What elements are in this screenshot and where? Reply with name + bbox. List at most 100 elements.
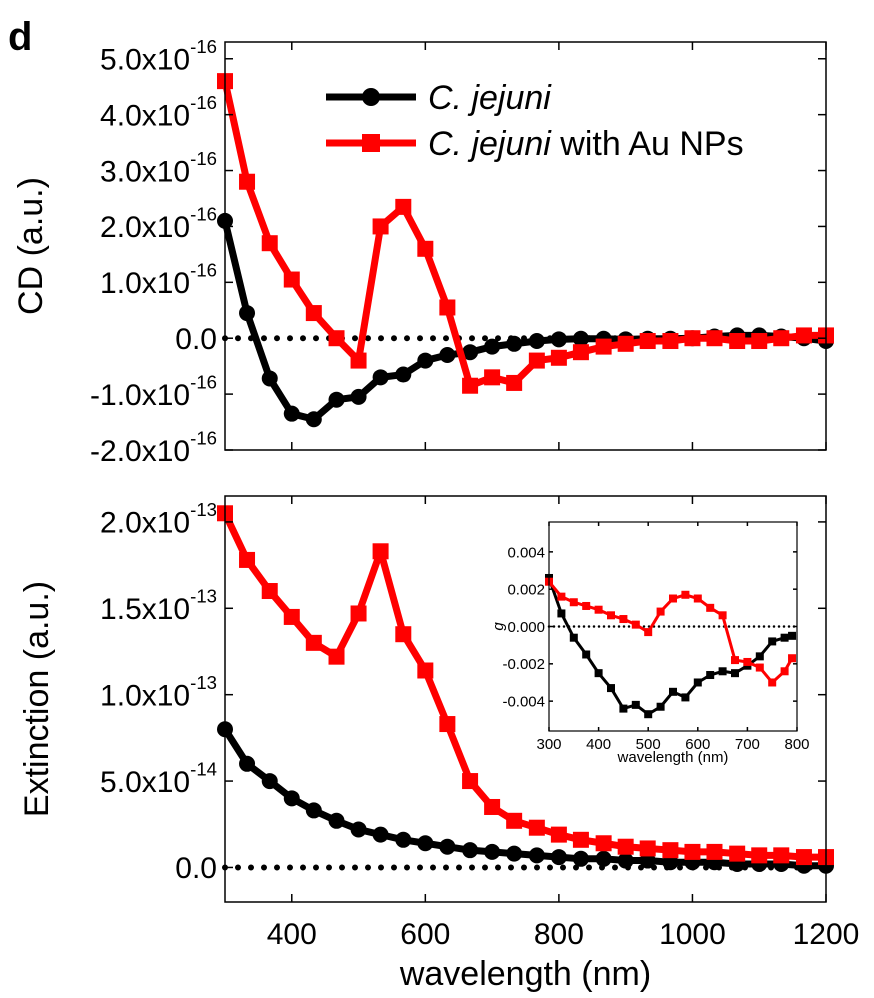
extinction-point: [395, 626, 412, 643]
extinction-point: [528, 819, 545, 836]
extinction-point: [261, 583, 278, 600]
g_inset-point: [755, 663, 764, 672]
extinction-point: [617, 852, 634, 869]
cd-point: [261, 235, 278, 252]
extinction-point: [706, 843, 723, 860]
extinction-point: [462, 842, 479, 859]
extinction-point: [239, 755, 256, 772]
g_inset-point: [607, 611, 615, 620]
cd-point: [528, 352, 545, 369]
cd-series-2-line: [221, 80, 826, 390]
g_inset-point: [582, 601, 591, 610]
extinction-point: [239, 551, 256, 568]
cd-y-axis-title: CD (a.u.): [12, 177, 50, 315]
cd-point: [417, 352, 434, 369]
cd-y-tick-label: 3.0x10-16: [100, 148, 217, 189]
legend-swatch-marker: [362, 134, 380, 152]
g-inset-chart: 300 400 500 600 700 800 0.004 0.002 0.000 -0.002 -…: [490, 521, 810, 766]
g_inset-point: [681, 590, 690, 599]
extinction-point: [417, 662, 434, 679]
g_inset-point: [557, 609, 566, 618]
cd-point: [617, 335, 634, 352]
extinction-y-tick-label: 5.0x10-14: [100, 758, 217, 799]
cd-point: [751, 333, 768, 350]
extinction-point: [639, 852, 656, 869]
cd-point: [528, 333, 545, 350]
extinction-point: [617, 838, 634, 855]
extinction-point: [372, 826, 389, 843]
cd-point: [484, 338, 501, 355]
cd-y-tick-label: 1.0x10-16: [100, 260, 217, 301]
cd-point: [372, 369, 389, 386]
cd-point: [350, 352, 367, 369]
extinction-point: [328, 812, 345, 829]
extinction-point: [662, 842, 679, 859]
g_inset-point: [780, 667, 789, 676]
g_inset-point: [631, 620, 640, 629]
cd-point: [439, 346, 456, 363]
g_inset-point: [619, 704, 628, 713]
cd-point: [550, 349, 567, 366]
extinction-point: [773, 847, 790, 864]
extinction-series-1-line: [222, 727, 826, 870]
extinction-series-2-line: [221, 511, 826, 861]
g_inset-series-1: [545, 573, 797, 719]
cd-y-tick-label: -2.0x10-16: [90, 427, 217, 468]
cd-chart: 5.0x10-16 4.0x10-16 3.0x10-16 2.0x10-16 1.0x…: [12, 36, 834, 468]
cd-point: [283, 405, 300, 422]
extinction-point: [372, 543, 389, 560]
legend-label: C. jejuni with Au NPs: [428, 125, 744, 163]
cd-point: [662, 333, 679, 350]
g_inset-point: [582, 650, 591, 659]
cd-point: [795, 327, 812, 344]
extinction-point: [305, 802, 322, 819]
cd-series-1-line: [221, 220, 827, 423]
g_inset-point: [569, 598, 578, 607]
cd-point: [462, 377, 479, 394]
cd-point: [572, 330, 589, 347]
extinction-point: [795, 849, 812, 866]
cd-point: [706, 330, 723, 347]
g_inset-point: [768, 637, 777, 646]
cd-point: [595, 338, 612, 355]
extinction-point: [462, 773, 479, 790]
g_inset-point: [669, 687, 677, 696]
g_inset-series-2: [545, 577, 797, 687]
cd-series-2: [217, 73, 834, 394]
legend-entry-2: C. jejuni with Au NPs: [326, 125, 744, 163]
extinction-point: [662, 854, 679, 871]
cd-point: [305, 411, 322, 428]
g_inset-y-tick-label: -0.004: [502, 694, 545, 711]
g_inset-point: [607, 684, 615, 693]
extinction-point: [528, 847, 545, 864]
extinction-point: [417, 835, 434, 852]
g_inset-x-tick-label: 500: [636, 736, 661, 753]
g_inset-point: [644, 710, 653, 719]
g_inset-point: [693, 594, 702, 603]
cd-y-tick-label: 0.0: [175, 323, 217, 356]
g_inset-x-tick-label: 700: [735, 736, 760, 753]
extinction-point: [439, 838, 456, 855]
g_inset-point: [594, 605, 603, 614]
g_inset-y-tick-label: 0.004: [507, 544, 545, 561]
cd-point: [395, 198, 412, 215]
g_inset-point: [731, 669, 739, 678]
g_inset-x-tick-label: 600: [685, 736, 710, 753]
g_inset-x-tick-label: 800: [784, 736, 809, 753]
extinction-x-tick-label: 1200: [793, 918, 860, 951]
extinction-point: [550, 849, 567, 866]
cd-point: [462, 344, 479, 361]
extinction-series-2: [217, 505, 834, 866]
cd-point: [261, 370, 278, 387]
extinction-point: [350, 605, 367, 622]
g_inset-point: [706, 671, 715, 680]
g_inset-x-axis-title: wavelength (nm): [617, 749, 729, 766]
extinction-point: [751, 847, 768, 864]
cd-point: [372, 218, 389, 235]
extinction-point: [261, 773, 278, 790]
extinction-x-tick-label: 400: [267, 918, 317, 951]
extinction-y-tick-label: 1.0x10-13: [100, 672, 217, 713]
extinction-point: [595, 835, 612, 852]
g_inset-point: [718, 667, 727, 676]
